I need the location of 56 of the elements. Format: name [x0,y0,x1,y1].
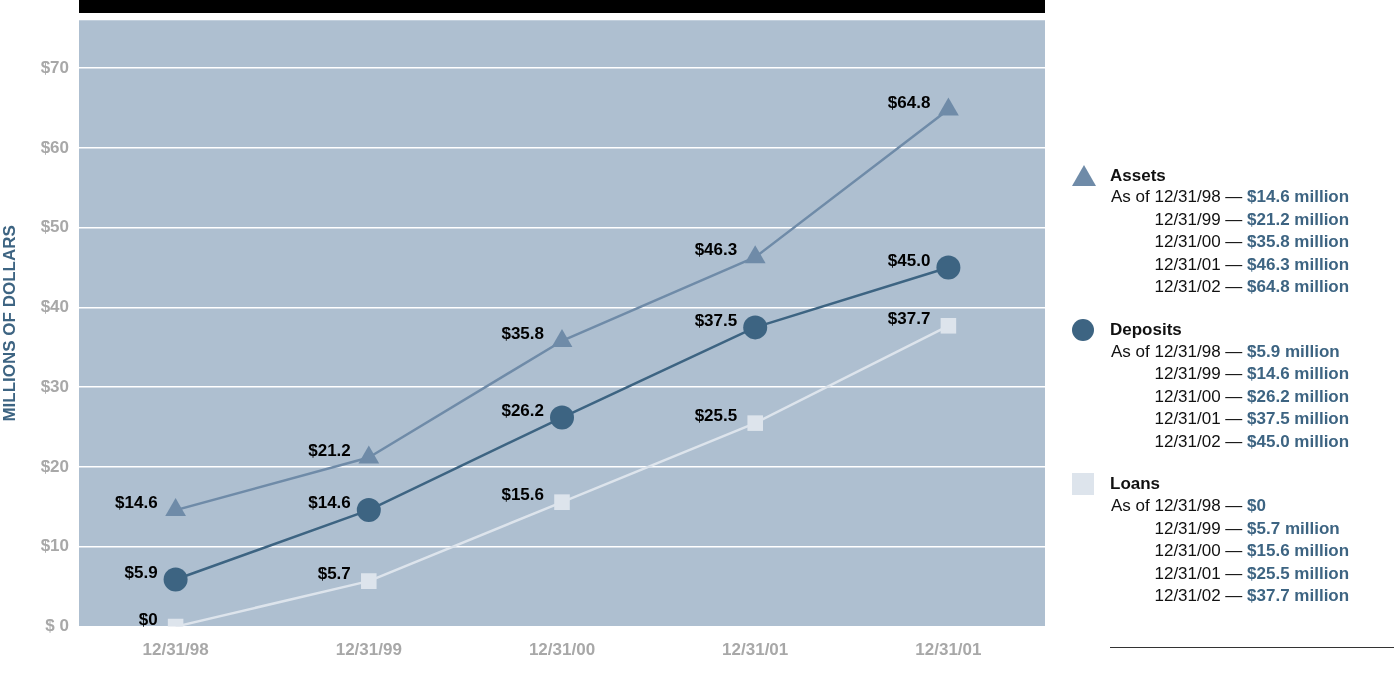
data-label: $15.6 [501,485,544,505]
y-tick-label: $20 [40,456,69,476]
point [163,567,188,592]
text: As of 12/31/98 — $0 [1111,495,1267,517]
data-label: $14.6 [115,493,158,513]
text: 12/31/02 — $37.7 million [1153,585,1350,607]
y-tick-label: $50 [40,217,69,237]
point [356,498,381,523]
data-label: $21.2 [308,440,351,460]
x-tick-label: 12/31/01 [915,640,982,660]
data-label: $14.6 [308,493,351,513]
x-tick-label: 12/31/98 [142,640,209,660]
data-label: $37.7 [887,308,931,328]
y-tick-label: $70 [40,57,69,77]
data-label: $46.3 [694,240,738,260]
data-label: $37.5 [694,310,738,330]
text: 12/31/00 — $26.2 million [1153,385,1350,408]
y-axis-title: MILLIONS OF DOLLARS [0,225,19,422]
y-tick-label: $ 0 [45,616,69,636]
y-tick-label: $40 [40,297,69,317]
text: 12/31/99 — $5.7 million [1153,517,1341,540]
point [743,315,768,340]
point [747,415,763,431]
text: 12/31/01 — $37.5 million [1153,408,1350,430]
data-label: $5.7 [317,564,351,584]
x-tick-label: 12/31/99 [335,640,402,660]
legend-label: Assets [1110,165,1166,186]
y-tick-label: $30 [40,376,69,396]
data-label: $45.0 [887,250,931,270]
legend-label: Deposits [1110,319,1182,340]
data-label: $25.5 [694,406,738,426]
text: 12/31/00 — $35.8 million [1153,231,1350,253]
text: 12/31/02 — $64.8 million [1153,276,1350,298]
point [936,255,961,280]
text: 12/31/99 — $21.2 million [1153,208,1350,231]
text: 12/31/00 — $15.6 million [1153,540,1350,562]
text: 12/31/99 — $14.6 million [1153,363,1350,385]
data-label: $0 [138,609,158,629]
point [940,318,957,334]
legend-label: Loans [1110,474,1161,494]
data-label: $64.8 [887,92,931,112]
data-label: $5.9 [124,562,158,582]
text: 12/31/01 — $46.3 million [1153,253,1350,276]
y-tick-label: $60 [40,137,69,157]
text: As of 12/31/98 — $14.6 million [1111,186,1350,208]
x-tick-label: 12/31/00 [528,640,596,660]
point [554,494,570,510]
text: 12/31/02 — $45.0 million [1153,430,1350,453]
point [550,405,574,430]
data-label: $26.2 [501,400,544,420]
y-tick-label: $10 [40,536,69,556]
point [361,573,377,589]
text: 12/31/01 — $25.5 million [1153,562,1350,585]
text: As of 12/31/98 — $5.9 million [1111,340,1341,363]
data-label: $35.8 [501,324,544,344]
x-tick-label: 12/31/01 [722,640,789,660]
